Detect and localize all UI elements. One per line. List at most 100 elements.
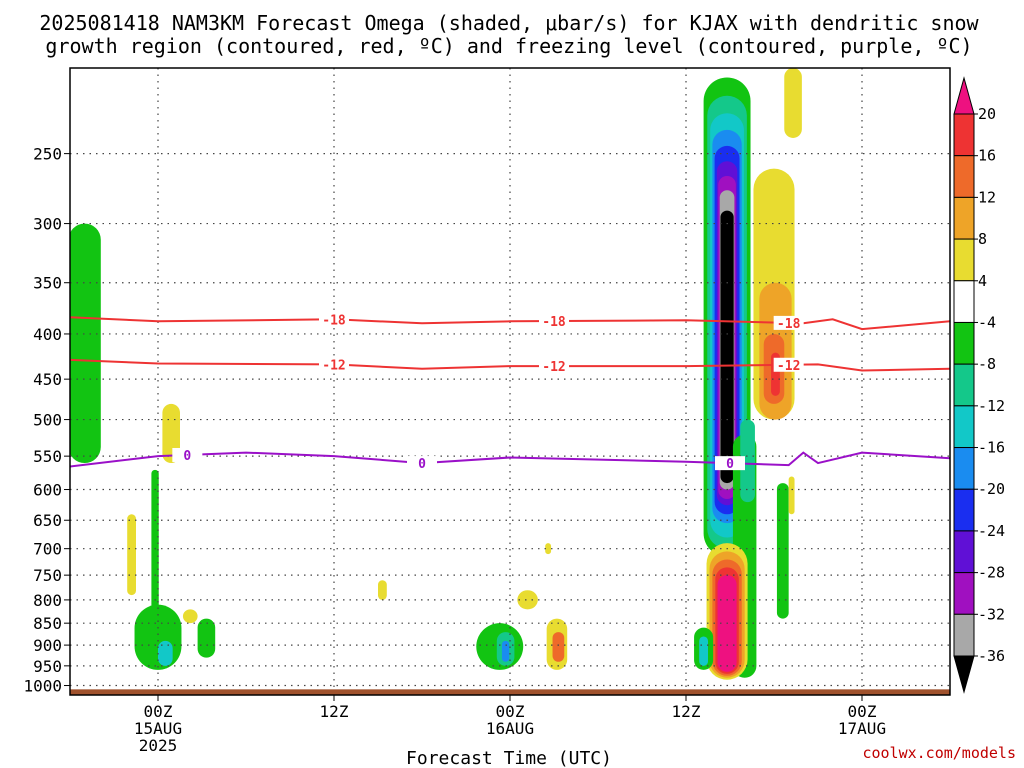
colorbar-top-arrow (953, 76, 975, 115)
contour-line--18 (70, 316, 950, 331)
contour-label-bg (773, 315, 804, 330)
contours: -18 -18 -18 -12 -12 -12 0 0 0 (70, 312, 950, 472)
omega-shading (70, 68, 802, 680)
colorbar-bin (953, 238, 975, 282)
contour-label: -18 (542, 315, 566, 330)
colorbar-bin (953, 321, 975, 365)
y-tick-label: 400 (33, 325, 62, 344)
contour-label: 0 (726, 457, 734, 472)
contour-label: 0 (183, 449, 191, 464)
contour-label-bg (539, 314, 569, 329)
y-tick-label: 650 (33, 511, 62, 530)
contour-line--12 (70, 358, 950, 372)
x-tick-label: 12Z (672, 702, 701, 721)
credit-text: coolwx.com/models (862, 744, 1016, 762)
omega-cell (501, 640, 510, 662)
colorbar-bin (953, 155, 975, 198)
x-tick-label: 15AUG (134, 719, 182, 738)
colorbar-bin (953, 530, 975, 574)
omega-cell (784, 68, 802, 138)
x-tick-label: 16AUG (486, 719, 534, 738)
omega-cell (788, 476, 795, 515)
colorbar-label: -16 (978, 439, 1005, 457)
omega-cell (158, 640, 173, 666)
y-tick-label: 300 (33, 215, 62, 234)
colorbar-label: 20 (978, 105, 996, 123)
contour-label-bg (407, 456, 437, 471)
y-tick-label: 600 (33, 481, 62, 500)
omega-cell (517, 590, 538, 610)
colorbar-label: -36 (978, 647, 1005, 665)
omega-cell (552, 632, 565, 662)
colorbar-bottom-arrow (953, 655, 975, 694)
y-tick-label: 850 (33, 614, 62, 633)
x-tick-label: 2025 (139, 736, 178, 755)
colorbar-label: -12 (978, 397, 1005, 415)
x-tick-label: 17AUG (838, 719, 886, 738)
colorbar-label: 12 (978, 188, 996, 206)
contour-label: -18 (777, 317, 801, 332)
colorbar-bin (953, 572, 975, 615)
contour-label: -12 (322, 358, 345, 373)
omega-cell (182, 609, 198, 624)
omega-cell (197, 618, 216, 658)
y-tick-label: 350 (33, 274, 62, 293)
colorbar-label: -4 (978, 313, 996, 331)
y-tick-label: 800 (33, 591, 62, 610)
colorbar-label: 8 (978, 230, 987, 248)
contour-label-bg (172, 447, 203, 462)
omega-cell (699, 636, 708, 666)
y-tick-label: 750 (33, 566, 62, 585)
omega-cell (740, 419, 755, 503)
colorbar-label: 4 (978, 272, 987, 290)
contour-label-bg (319, 357, 349, 372)
contour-label: -12 (777, 359, 800, 374)
colorbar-label: -8 (978, 355, 996, 373)
colorbar-bin (953, 613, 975, 657)
colorbar-label: 16 (978, 147, 996, 165)
y-tick-label: 500 (33, 411, 62, 430)
colorbar-bin (953, 405, 975, 449)
contour-label-bg (773, 357, 804, 372)
colorbar-label: -32 (978, 605, 1005, 623)
contour-label-bg (715, 456, 745, 471)
x-tick-label: 00Z (144, 702, 173, 721)
surface-band (70, 689, 950, 695)
colorbar-label: -28 (978, 564, 1005, 582)
y-tick-label: 700 (33, 540, 62, 559)
y-tick-label: 900 (33, 636, 62, 655)
title-line-1: 2025081418 NAM3KM Forecast Omega (shaded… (39, 11, 979, 35)
x-tick-label: 00Z (496, 702, 525, 721)
contour-label-bg (319, 312, 349, 327)
colorbar-bin (953, 488, 975, 532)
omega-cell (151, 469, 159, 646)
colorbar: 20 16 12 8 4 -4 -8 -12 -16 -20 -24 -28 -32 -36 (953, 76, 1005, 694)
y-tick-label: 550 (33, 447, 62, 466)
y-tick-label: 450 (33, 370, 62, 389)
title-line-2: growth region (contoured, red, ºC) and f… (45, 34, 972, 58)
omega-cell (127, 514, 136, 596)
colorbar-label: -20 (978, 480, 1005, 498)
grid-lines (70, 68, 950, 695)
colorbar-bin (953, 196, 975, 240)
contour-line-0 (70, 451, 950, 468)
x-tick-label: 00Z (848, 702, 877, 721)
omega-cell (776, 483, 789, 619)
omega-cell (378, 580, 387, 600)
contour-label: -12 (542, 360, 565, 375)
colorbar-bin (953, 447, 975, 490)
omega-cell (545, 543, 552, 555)
contour-label: -18 (322, 313, 346, 328)
contour-label: 0 (418, 457, 426, 472)
colorbar-label: -24 (978, 522, 1005, 540)
omega-cell (70, 223, 101, 464)
x-axis-label: Forecast Time (UTC) (406, 748, 612, 768)
y-tick-label: 1000 (23, 677, 62, 696)
omega-cell (720, 210, 734, 484)
x-tick-label: 12Z (320, 702, 349, 721)
y-tick-label: 250 (33, 145, 62, 164)
y-tick-label: 950 (33, 657, 62, 676)
contour-label-bg (539, 359, 569, 374)
